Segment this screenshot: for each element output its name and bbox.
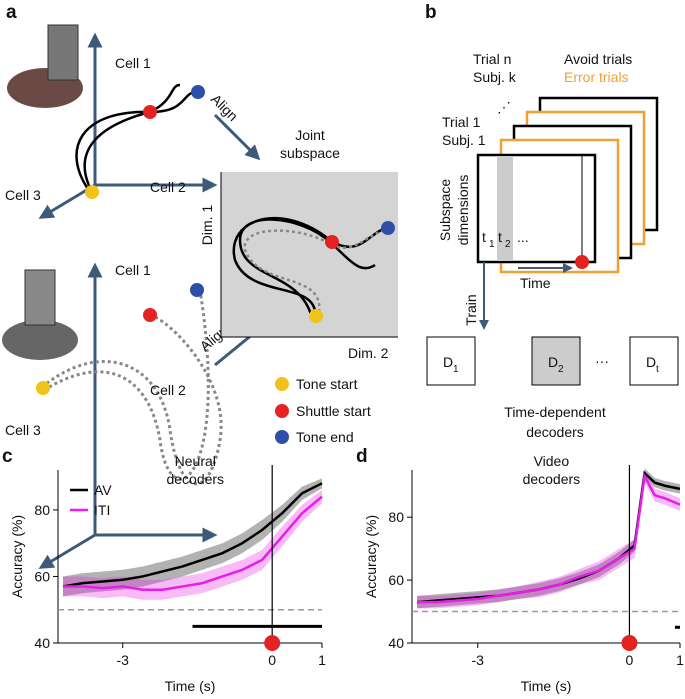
series-line [62, 482, 323, 588]
decoder: D [548, 354, 558, 370]
caption: decoders [526, 424, 584, 440]
implant [47, 24, 79, 81]
label: Avoid trials [564, 51, 632, 67]
y-axis-label: Accuracy (%) [363, 515, 379, 598]
chart-title: decoders [166, 471, 224, 487]
label: ... [517, 229, 529, 245]
x-tick-label: 1 [676, 652, 684, 668]
y-tick-label: 80 [388, 509, 404, 525]
axis-label: Cell 2 [150, 382, 186, 398]
implant [24, 269, 56, 326]
y-tick-label: 60 [388, 572, 404, 588]
decoder: 1 [453, 364, 459, 375]
axis-label: Dim. 1 [199, 205, 215, 246]
panel-label: a [6, 2, 17, 23]
axis-label: Dim. 2 [348, 345, 389, 361]
panel-label: b [425, 2, 437, 23]
legend-label: Tone end [296, 429, 354, 445]
axis-label: Cell 2 [150, 179, 186, 195]
subspace-title: Joint [295, 127, 325, 143]
x-tick-label: 0 [268, 652, 276, 668]
panel-b: b Trial n Subj. k Avoid trials Error tri… [425, 2, 679, 440]
legend-label: Shuttle start [296, 403, 371, 419]
axis-label: Cell 1 [115, 55, 151, 71]
error-band [62, 478, 322, 597]
x-tick-label: 0 [626, 652, 634, 668]
decoder: D [443, 354, 453, 370]
error-band [417, 470, 680, 609]
label: 1 [489, 239, 495, 250]
label: Subj. k [473, 69, 517, 85]
axis-label: Cell 1 [115, 262, 151, 278]
x-tick-label: -3 [472, 652, 485, 668]
series-line [417, 472, 681, 604]
error-band [62, 489, 322, 600]
panel-label: c [2, 446, 13, 467]
label: Time [520, 275, 551, 291]
legend-label: Tone start [296, 376, 358, 392]
x-tick-label: -3 [117, 652, 130, 668]
y-tick-label: 40 [34, 635, 50, 651]
caption: Time-dependent [504, 404, 606, 420]
label: t [482, 229, 486, 245]
chart-title: Neural [175, 453, 216, 469]
label: ⋰ [497, 99, 511, 115]
subspace-title: subspace [280, 145, 340, 161]
panel-label: d [356, 446, 368, 467]
label: 2 [505, 239, 511, 250]
label: t [498, 229, 502, 245]
decoder: t [656, 364, 659, 375]
panel-a: a Cell 1 Cell 2 Cell 3 Align Cell 1 Cell… [2, 2, 398, 569]
label: dimensions [455, 175, 471, 246]
label: Trial 1 [442, 114, 481, 130]
decoder: D [646, 354, 656, 370]
x-axis-label: Time (s) [521, 678, 572, 694]
charts: c Neural decoders Accuracy (%) Time (s) 40 60 8… [2, 446, 684, 694]
event-marker [621, 635, 638, 651]
label: Subj. 1 [442, 132, 486, 148]
axis-label: Cell 3 [5, 422, 41, 438]
y-axis-label: Accuracy (%) [9, 515, 25, 598]
decoder: 2 [558, 364, 564, 375]
align-label: Align [208, 91, 241, 124]
legend-label: AV [94, 482, 112, 498]
series-line [62, 495, 323, 592]
axis-label: Cell 3 [5, 187, 41, 203]
legend-label: ITI [94, 502, 110, 518]
chart-title: decoders [523, 471, 581, 487]
chart-title: Video [534, 453, 570, 469]
label: Subspace [437, 179, 453, 241]
y-tick-label: 60 [34, 568, 50, 584]
y-tick-label: 40 [388, 635, 404, 651]
x-tick-label: 1 [318, 652, 326, 668]
label: Trial n [473, 51, 511, 67]
x-axis-label: Time (s) [165, 678, 216, 694]
y-tick-label: 80 [34, 502, 50, 518]
label: Train [463, 294, 479, 325]
label: ··· [595, 353, 609, 369]
mouse [2, 320, 78, 360]
event-marker [264, 635, 281, 651]
label: Error trials [564, 69, 629, 85]
